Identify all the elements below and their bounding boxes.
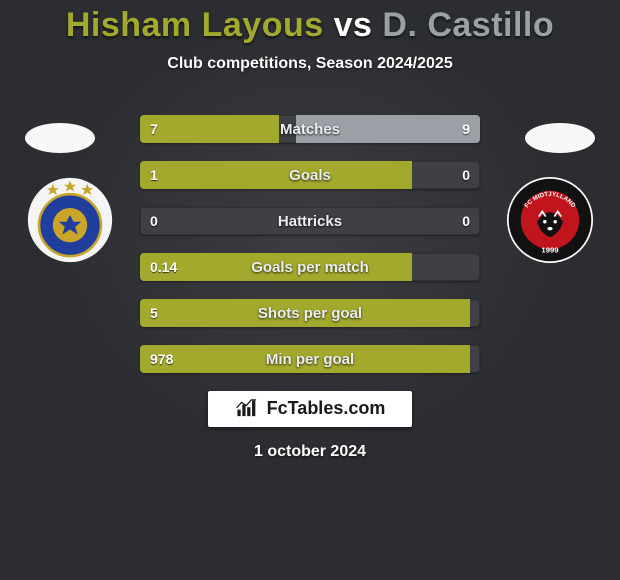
value-left: 7 — [140, 115, 168, 143]
bar-left — [140, 299, 470, 327]
country-flag-right — [525, 123, 595, 153]
metric-row: 5Shots per goal — [140, 299, 480, 327]
value-left: 978 — [140, 345, 183, 373]
svg-text:1999: 1999 — [541, 246, 559, 255]
comparison-chart: 1999 FC MIDTJYLLAND 79Matches10Goals00Ha… — [0, 115, 620, 461]
metric-row: 0.14Goals per match — [140, 253, 480, 281]
title-player2: D. Castillo — [382, 6, 554, 44]
metric-row: 10Goals — [140, 161, 480, 189]
value-left: 5 — [140, 299, 168, 327]
bar-left — [140, 345, 470, 373]
value-right: 9 — [452, 115, 480, 143]
value-right — [460, 345, 480, 373]
value-right: 0 — [452, 207, 480, 235]
metric-row: 0 0Hattricks — [140, 207, 480, 235]
page-title: Hisham Layous vs D. Castillo — [0, 0, 620, 45]
metric-label: Hattricks — [140, 207, 480, 235]
club-badge-left — [27, 177, 113, 263]
country-flag-left — [25, 123, 95, 153]
value-right — [460, 253, 480, 281]
value-left: 0 — [140, 207, 168, 235]
bar-left — [140, 161, 412, 189]
metric-row: 978Min per goal — [140, 345, 480, 373]
footer-date: 1 october 2024 — [0, 443, 620, 461]
value-left: 0.14 — [140, 253, 187, 281]
subtitle: Club competitions, Season 2024/2025 — [0, 55, 620, 73]
chart-icon — [235, 397, 261, 419]
value-right — [460, 299, 480, 327]
club-badge-right: 1999 FC MIDTJYLLAND — [507, 177, 593, 263]
value-left: 1 — [140, 161, 168, 189]
metric-rows: 79Matches10Goals00Hattricks0.14Goals per… — [140, 115, 480, 373]
value-right: 0 — [452, 161, 480, 189]
metric-row: 79Matches — [140, 115, 480, 143]
watermark-text: FcTables.com — [267, 398, 386, 419]
title-player1: Hisham Layous — [66, 6, 324, 44]
watermark: FcTables.com — [208, 391, 412, 427]
title-vs: vs — [334, 6, 373, 44]
